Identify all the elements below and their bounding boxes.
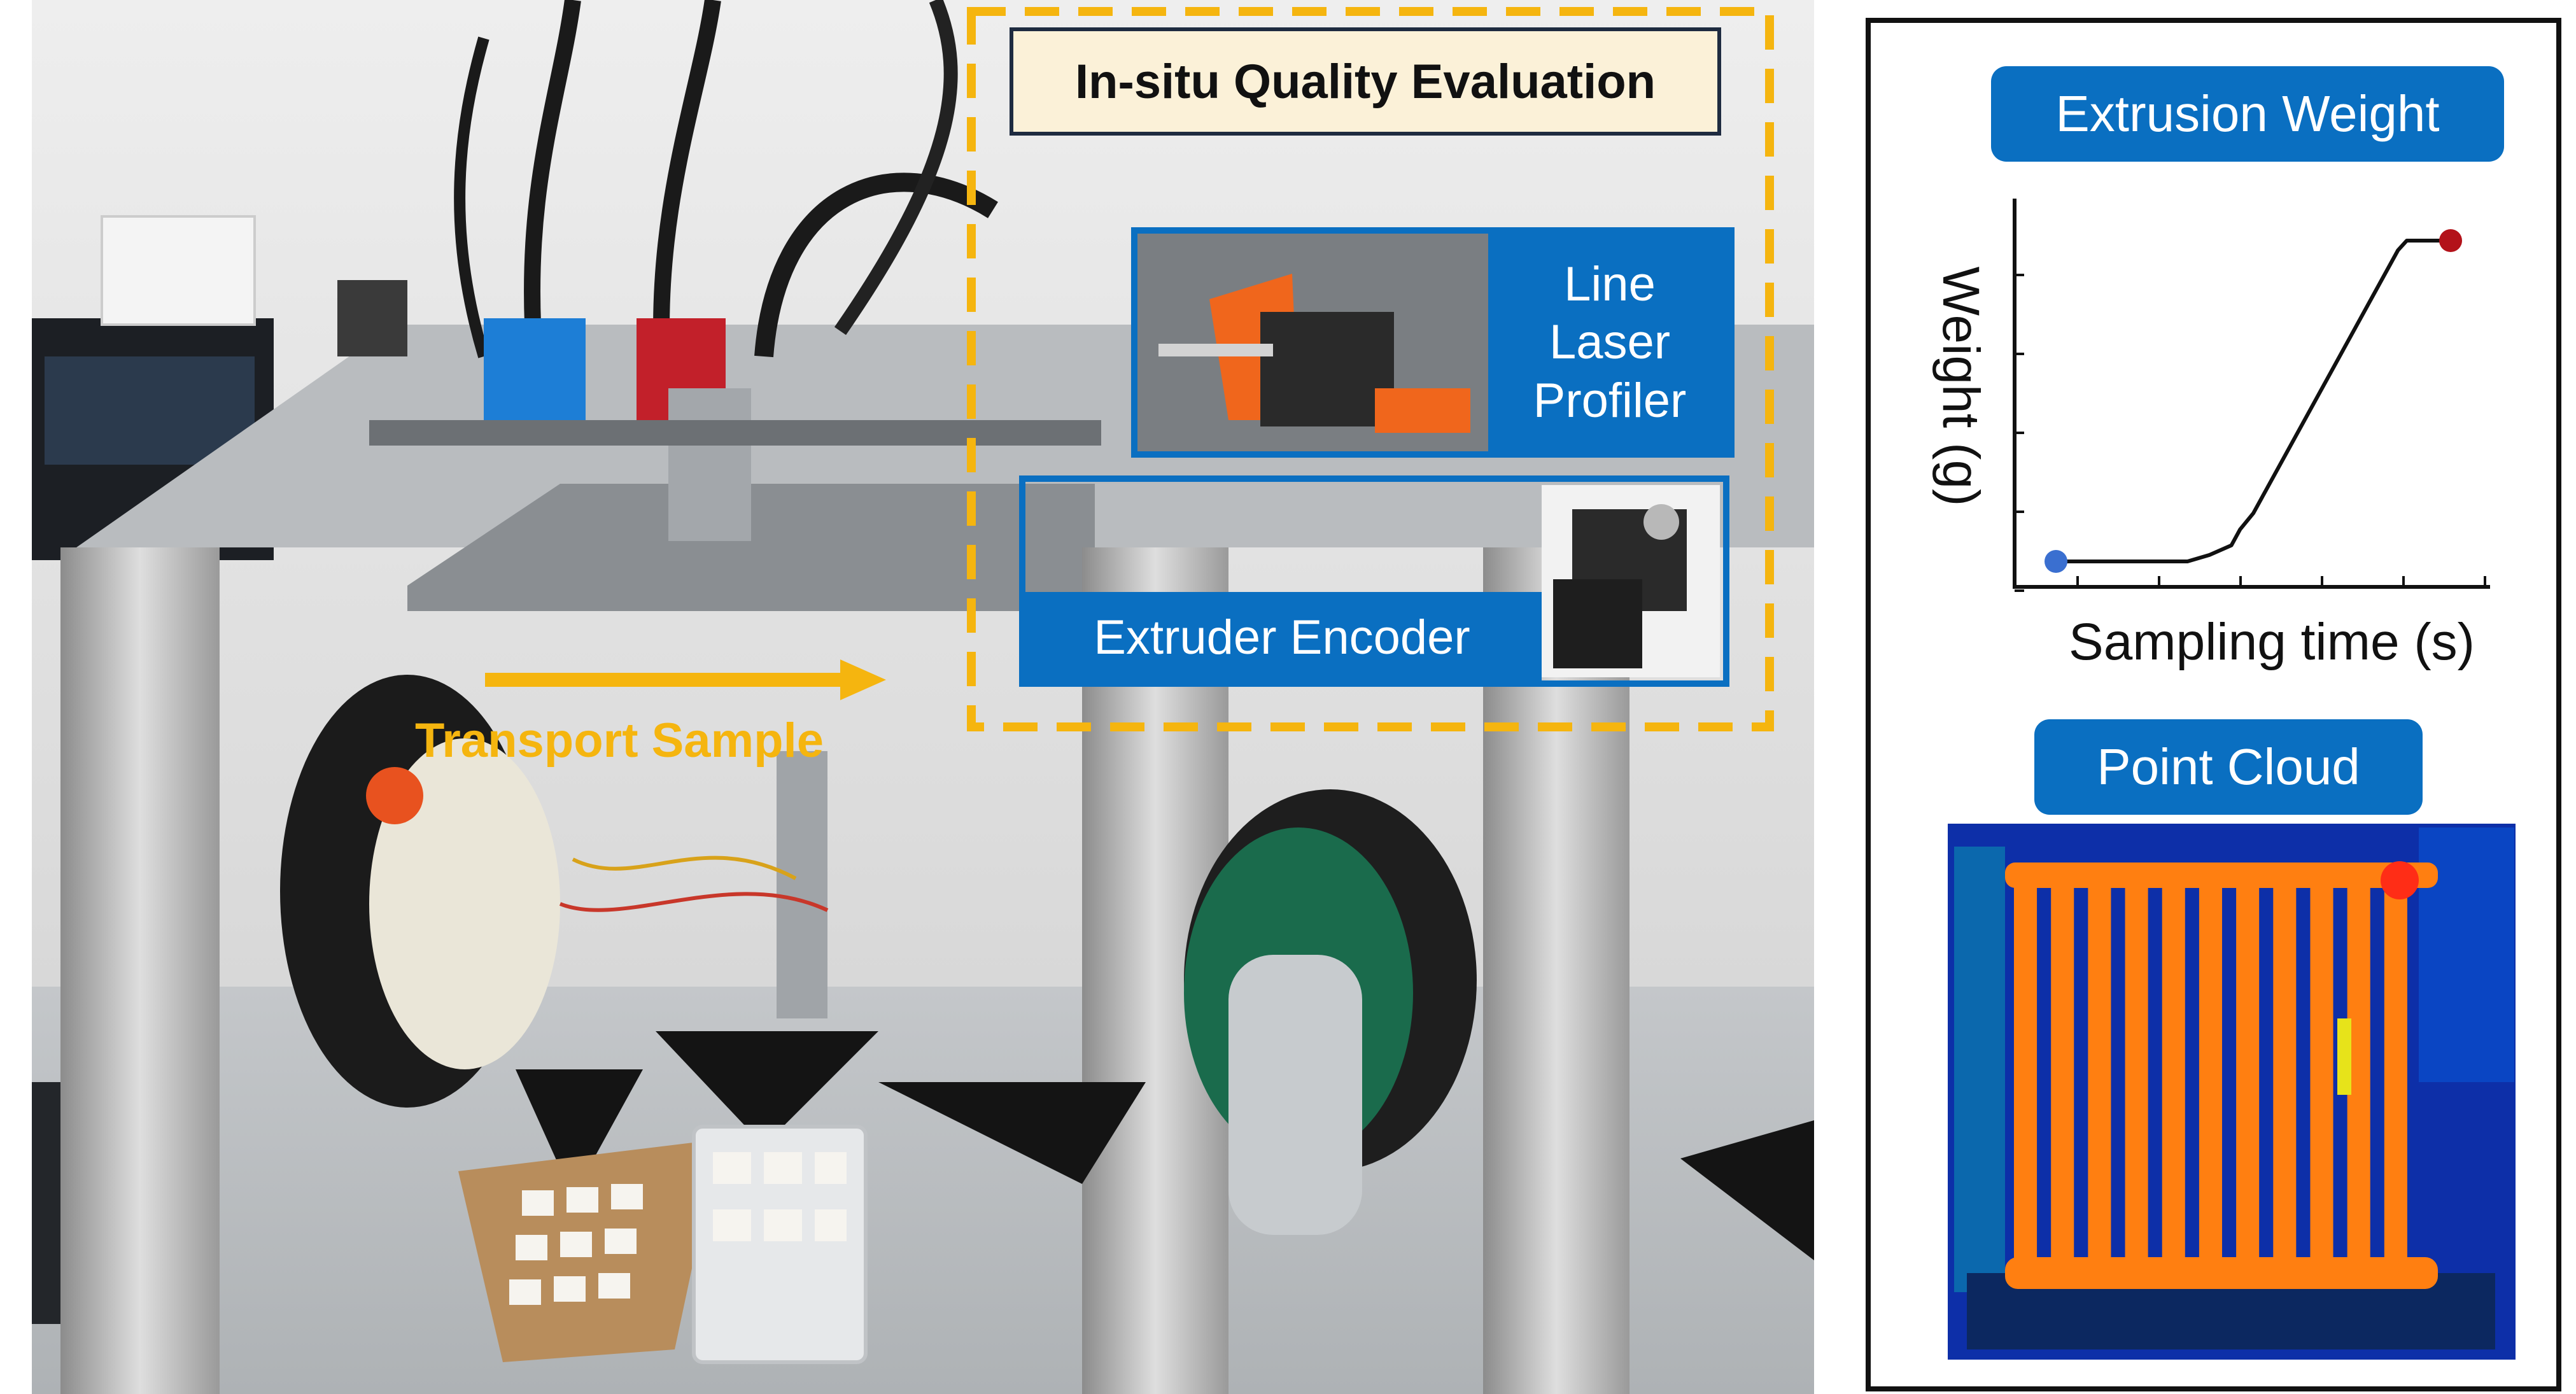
stepper-motor	[337, 280, 407, 356]
build-plate	[407, 484, 1095, 611]
y-ticks	[2015, 274, 2024, 592]
sample-box	[692, 1125, 868, 1364]
print-lane	[2236, 866, 2260, 1286]
print-lane	[2051, 866, 2074, 1286]
print-lane	[2273, 866, 2297, 1286]
end-point-marker	[2439, 229, 2462, 252]
print-lane	[2014, 866, 2038, 1286]
printer-photo	[32, 0, 1814, 1394]
y-axis-label: Weight (g)	[1932, 266, 1990, 507]
frame-post	[1483, 547, 1629, 1394]
transport-sample-label: Transport Sample	[415, 714, 824, 768]
x-axis-label: Sampling time (s)	[2069, 613, 2475, 671]
print-head-carriage	[668, 388, 751, 541]
print-lane	[2125, 866, 2148, 1286]
quality-evaluation-frame	[967, 7, 1774, 731]
encoder-label-bg	[1022, 592, 1542, 684]
extruder-encoder-label: Extruder Encoder	[1094, 610, 1470, 665]
print-head-blue	[484, 318, 586, 433]
point-cloud-print-lanes	[2014, 866, 2407, 1286]
laser-profiler-label-line: Line	[1564, 257, 1656, 312]
start-point-marker	[2045, 550, 2067, 573]
frame-post	[60, 547, 220, 1394]
extrusion-weight-chart	[2013, 199, 2490, 592]
weight-series-line	[2056, 239, 2451, 563]
laser-profiler-label-line: Profiler	[1533, 373, 1687, 428]
extrusion-weight-label: Extrusion Weight	[1991, 66, 2504, 162]
quality-evaluation-title: In-situ Quality Evaluation	[1010, 27, 1721, 136]
spool-holder	[1228, 955, 1362, 1235]
laser-profiler-label-line: Laser	[1549, 315, 1671, 370]
print-lane	[2310, 866, 2333, 1286]
right-panel-frame	[1866, 18, 2561, 1391]
point-cloud-end-marker	[2381, 861, 2419, 899]
laser-profiler-photo	[1134, 230, 1488, 454]
point-cloud-image	[1948, 824, 2516, 1360]
extruder-encoder-photo	[1542, 485, 1720, 677]
wall-switch	[101, 215, 256, 326]
laser-profiler-label: Line Laser Profiler	[1488, 230, 1731, 454]
print-lane	[2199, 866, 2222, 1286]
print-lane	[2088, 866, 2111, 1286]
transport-arrow	[485, 659, 886, 700]
print-lane	[2347, 866, 2370, 1286]
print-lane	[2162, 866, 2185, 1286]
print-lane	[2384, 866, 2407, 1286]
x-ticks	[2076, 576, 2486, 587]
point-cloud-label: Point Cloud	[2034, 719, 2423, 815]
